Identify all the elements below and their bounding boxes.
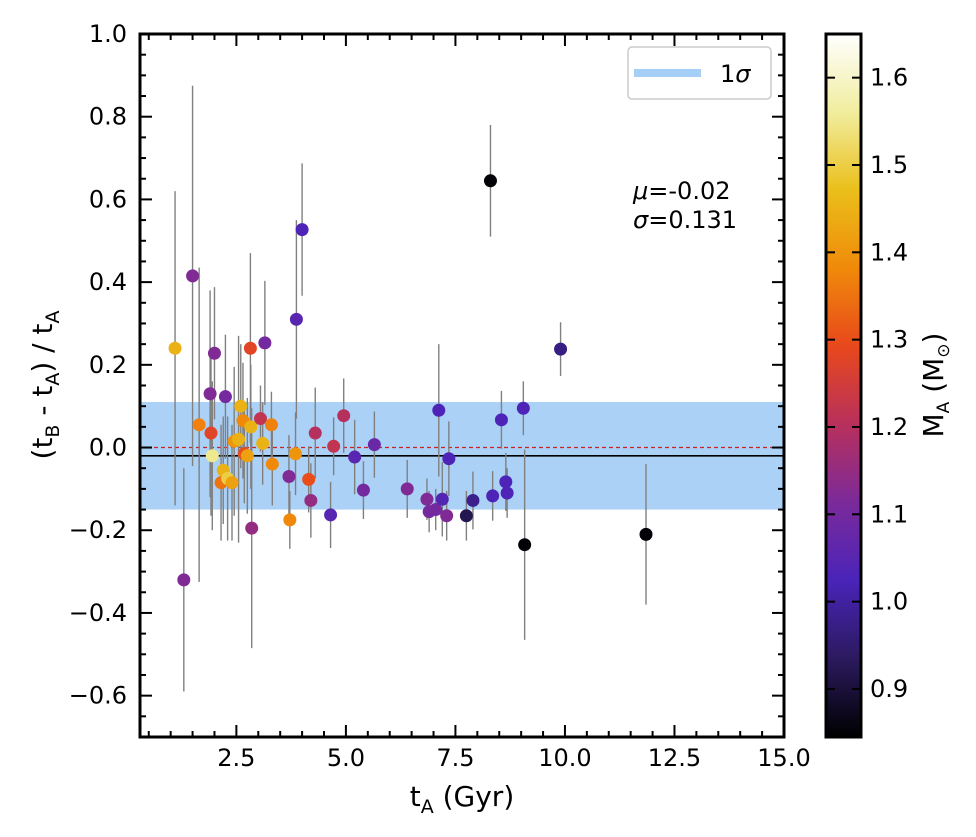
stats-annotation: μ=-0.02 σ=0.131 xyxy=(632,177,737,234)
x-tick-label-1: 5.0 xyxy=(327,744,365,772)
data-point-20 xyxy=(244,420,258,434)
data-point-58 xyxy=(554,342,568,356)
data-point-28 xyxy=(283,513,297,527)
colorbar-tick-label-0: 0.9 xyxy=(870,675,908,703)
x-tick-label-2: 7.5 xyxy=(436,744,474,772)
data-point-4 xyxy=(203,387,217,401)
colorbar-tick-label-5: 1.4 xyxy=(870,238,908,266)
data-point-24 xyxy=(258,336,272,350)
y-tick-label-2: −0.2 xyxy=(69,516,127,544)
data-point-54 xyxy=(499,475,513,489)
legend-label: 1σ xyxy=(720,60,751,88)
data-point-25 xyxy=(264,418,278,432)
x-tick-label-4: 12.5 xyxy=(648,744,701,772)
data-point-10 xyxy=(218,390,232,404)
error-bars xyxy=(174,85,647,692)
data-point-46 xyxy=(435,492,449,506)
y-tick-label-8: 1.0 xyxy=(89,20,127,48)
data-point-47 xyxy=(440,509,454,523)
data-point-37 xyxy=(337,409,351,423)
data-point-5 xyxy=(204,426,218,440)
x-tick-label-5: 15.0 xyxy=(757,744,810,772)
data-point-35 xyxy=(324,508,338,522)
data-point-30 xyxy=(289,312,303,326)
x-tick-label-0: 2.5 xyxy=(217,744,255,772)
mean-annotation: μ=-0.02 xyxy=(632,177,731,205)
colorbar-tick-label-6: 1.5 xyxy=(870,151,908,179)
data-point-56 xyxy=(516,401,530,415)
data-point-45 xyxy=(432,403,446,417)
y-tick-label-6: 0.6 xyxy=(89,185,127,213)
data-point-53 xyxy=(494,413,508,427)
data-point-2 xyxy=(186,269,200,283)
data-point-55 xyxy=(500,486,514,500)
data-point-33 xyxy=(304,493,318,507)
plot-frame xyxy=(138,32,786,739)
data-point-31 xyxy=(295,223,309,237)
colorbar-tick-label-3: 1.2 xyxy=(870,413,908,441)
data-point-21 xyxy=(245,521,259,535)
data-point-14 xyxy=(232,432,246,446)
data-point-15 xyxy=(234,399,248,413)
data-point-3 xyxy=(192,418,206,432)
data-point-26 xyxy=(265,457,279,471)
colorbar-tick-label-1: 1.0 xyxy=(870,588,908,616)
sigma-annotation: σ=0.131 xyxy=(633,206,737,234)
data-point-22 xyxy=(253,412,267,426)
data-point-32 xyxy=(302,472,316,486)
x-tick-label-3: 10.0 xyxy=(538,744,591,772)
y-tick-label-3: 0.0 xyxy=(89,434,127,462)
data-point-36 xyxy=(327,439,341,453)
y-tick-label-4: 0.2 xyxy=(89,351,127,379)
y-axis-label: (tB - tA) / tA xyxy=(26,311,64,460)
colorbar-tick-label-2: 1.1 xyxy=(870,500,908,528)
data-point-44 xyxy=(429,503,443,517)
data-point-48 xyxy=(442,452,456,466)
data-points xyxy=(168,174,653,587)
data-point-57 xyxy=(518,538,532,552)
data-point-18 xyxy=(240,449,254,463)
data-point-39 xyxy=(356,483,370,497)
data-point-52 xyxy=(486,489,500,503)
colorbar-frame xyxy=(824,32,863,739)
colorbar-ticks: 0.9 1.0 1.1 1.2 1.3 1.4 1.5 1.6 xyxy=(826,64,908,703)
y-tick-label-0: −0.6 xyxy=(69,682,127,710)
axis-ticks xyxy=(140,33,785,738)
legend: 1σ xyxy=(627,46,772,100)
y-tick-label-1: −0.4 xyxy=(69,599,127,627)
x-axis-label: tA (Gyr) xyxy=(410,780,515,818)
colorbar-gradient xyxy=(826,34,861,737)
data-point-1 xyxy=(177,573,191,587)
data-point-49 xyxy=(459,509,473,523)
data-point-34 xyxy=(308,426,322,440)
data-point-0 xyxy=(168,341,182,355)
x-tick-labels: 2.5 5.0 7.5 10.0 12.5 15.0 xyxy=(217,744,810,772)
data-point-23 xyxy=(256,436,270,450)
y-tick-labels: −0.6 −0.4 −0.2 0.0 0.2 0.4 0.6 0.8 1.0 xyxy=(69,20,127,710)
colorbar-tick-label-4: 1.3 xyxy=(870,326,908,354)
plot-area xyxy=(138,32,786,739)
data-point-19 xyxy=(243,341,257,355)
data-point-42 xyxy=(420,492,434,506)
data-point-29 xyxy=(289,447,303,461)
data-point-38 xyxy=(348,450,362,464)
data-point-27 xyxy=(282,469,296,483)
data-point-59 xyxy=(639,527,653,541)
data-point-40 xyxy=(367,438,381,452)
data-point-51 xyxy=(483,174,497,188)
colorbar-label: MA (M⊙) xyxy=(917,333,954,438)
colorbar: 0.9 1.0 1.1 1.2 1.3 1.4 1.5 1.6 MA (M⊙) xyxy=(824,32,954,739)
colorbar-tick-label-7: 1.6 xyxy=(870,64,908,92)
data-point-6 xyxy=(205,449,219,463)
data-point-7 xyxy=(207,346,221,360)
y-tick-label-7: 0.8 xyxy=(89,103,127,131)
data-point-12 xyxy=(225,476,239,490)
data-point-50 xyxy=(466,493,480,507)
y-tick-label-5: 0.4 xyxy=(89,268,127,296)
data-point-41 xyxy=(400,482,414,496)
